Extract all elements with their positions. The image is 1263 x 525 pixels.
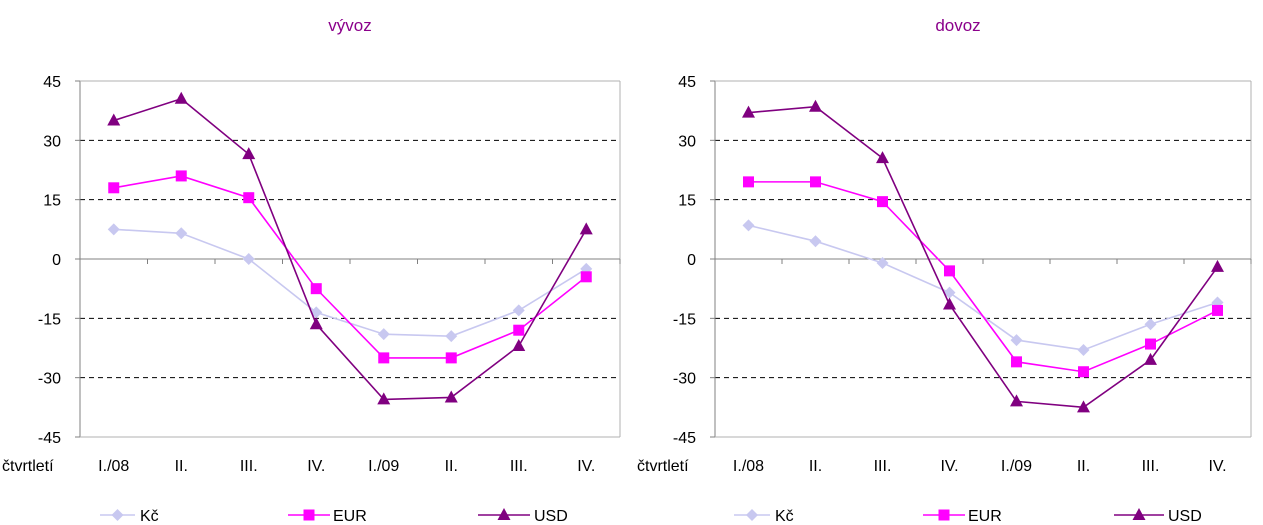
data-point — [944, 265, 955, 276]
legend-entry: USD — [478, 508, 568, 525]
x-tick-label: III. — [1142, 458, 1160, 475]
data-point — [581, 271, 592, 282]
data-point — [810, 235, 822, 247]
data-point — [810, 176, 821, 187]
data-point — [512, 339, 525, 351]
x-tick-label: II. — [175, 458, 188, 475]
series-line — [114, 99, 587, 400]
data-point — [242, 147, 255, 159]
x-tick-label: IV. — [940, 458, 958, 475]
x-tick-label: IV. — [307, 458, 325, 475]
y-tick-label: -30 — [673, 371, 696, 388]
legend-marker — [746, 509, 758, 521]
chart-1: dovoz 45 30 15 0 -15 -30 -45 čtvrtletí I./08 II. II… — [637, 16, 1251, 525]
x-tick-label: III. — [874, 458, 892, 475]
x-tick-label: IV. — [1208, 458, 1226, 475]
series-USD — [107, 92, 593, 405]
data-point — [1211, 260, 1224, 272]
x-tick-label: I./08 — [733, 458, 764, 475]
legend-marker — [939, 510, 950, 521]
data-point — [876, 151, 889, 163]
x-axis-prefix-label: čtvrtletí — [2, 458, 54, 475]
x-tick-label: III. — [510, 458, 528, 475]
x-tick-label: II. — [1077, 458, 1090, 475]
legend-entry: Kč — [100, 508, 159, 525]
legend-entry: EUR — [923, 508, 1002, 525]
series-Kč — [743, 219, 1224, 356]
y-tick-label: 45 — [678, 74, 696, 91]
series-line — [114, 229, 587, 336]
x-tick-label: I./09 — [368, 458, 399, 475]
chart-0: vývoz 45 30 15 0 -15 -30 -45 čtvrtletí I./08 II. II… — [2, 16, 620, 525]
data-point — [243, 192, 254, 203]
data-point — [1078, 366, 1089, 377]
data-point — [1145, 318, 1157, 330]
y-tick-label: -45 — [673, 430, 696, 447]
data-point — [445, 390, 458, 402]
data-point — [378, 352, 389, 363]
chart-title: dovoz — [935, 16, 980, 35]
legend-label: USD — [534, 508, 568, 525]
x-tick-label: I./08 — [98, 458, 129, 475]
legend-label: USD — [1168, 508, 1202, 525]
data-point — [1212, 305, 1223, 316]
data-point — [446, 352, 457, 363]
data-point — [310, 317, 323, 329]
y-tick-label: -30 — [38, 371, 61, 388]
data-point — [108, 182, 119, 193]
legend-marker — [112, 509, 124, 521]
data-point — [943, 297, 956, 309]
y-tick-label: 0 — [52, 252, 61, 269]
chart-title: vývoz — [328, 16, 371, 35]
y-tick-label: 0 — [687, 252, 696, 269]
data-point — [1011, 334, 1023, 346]
legend-entry: USD — [1114, 508, 1202, 525]
data-point — [1145, 339, 1156, 350]
data-point — [175, 92, 188, 104]
legend-label: Kč — [140, 508, 159, 525]
x-tick-label: II. — [809, 458, 822, 475]
data-point — [513, 304, 525, 316]
data-point — [1011, 356, 1022, 367]
data-point — [743, 176, 754, 187]
legend-entry: EUR — [288, 508, 367, 525]
data-point — [1078, 344, 1090, 356]
x-tick-label: IV. — [577, 458, 595, 475]
data-point — [378, 328, 390, 340]
legend-label: Kč — [775, 508, 794, 525]
legend-label: EUR — [968, 508, 1002, 525]
data-point — [877, 196, 888, 207]
data-point — [743, 219, 755, 231]
legend-marker — [304, 510, 315, 521]
data-point — [445, 330, 457, 342]
data-point — [580, 222, 593, 234]
y-tick-label: -15 — [673, 311, 696, 328]
y-tick-label: 30 — [43, 133, 61, 150]
data-point — [513, 325, 524, 336]
series-USD — [742, 100, 1224, 413]
data-point — [809, 100, 822, 112]
x-tick-label: III. — [240, 458, 258, 475]
data-point — [108, 223, 120, 235]
y-tick-label: 30 — [678, 133, 696, 150]
y-tick-label: 15 — [43, 193, 61, 210]
legend-marker — [498, 508, 511, 520]
y-tick-label: 15 — [678, 193, 696, 210]
y-tick-label: -15 — [38, 311, 61, 328]
x-tick-label: I./09 — [1001, 458, 1032, 475]
x-tick-label: II. — [445, 458, 458, 475]
y-tick-label: -45 — [38, 430, 61, 447]
y-tick-label: 45 — [43, 74, 61, 91]
x-axis-prefix-label: čtvrtletí — [637, 458, 689, 475]
legend-entry: Kč — [734, 508, 794, 525]
series-line — [749, 225, 1218, 350]
data-point — [175, 227, 187, 239]
data-point — [176, 170, 187, 181]
data-point — [311, 283, 322, 294]
legend-label: EUR — [333, 508, 367, 525]
legend-marker — [1133, 508, 1146, 520]
series-EUR — [743, 176, 1223, 377]
